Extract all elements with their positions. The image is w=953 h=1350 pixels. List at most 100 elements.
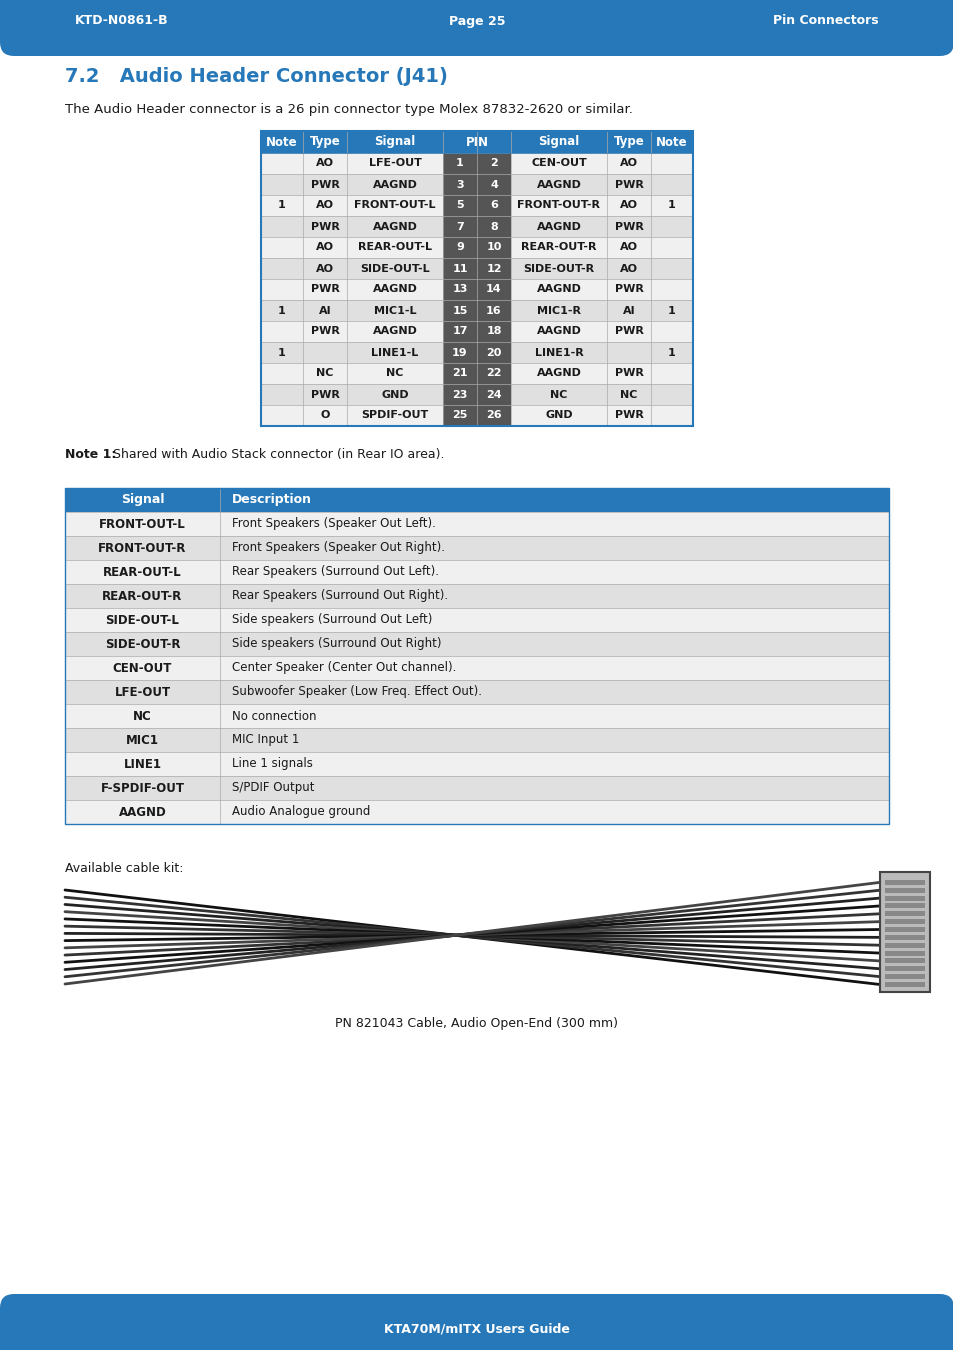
Text: 14: 14 <box>486 285 501 294</box>
Bar <box>442 321 511 342</box>
Bar <box>442 405 511 427</box>
Bar <box>261 279 442 300</box>
Text: NC: NC <box>619 390 637 400</box>
Text: SIDE-OUT-L: SIDE-OUT-L <box>106 613 179 626</box>
Bar <box>884 958 924 964</box>
Bar <box>65 632 888 656</box>
Bar <box>261 131 692 427</box>
Text: AAGND: AAGND <box>536 180 580 189</box>
Text: REAR-OUT-R: REAR-OUT-R <box>520 243 597 252</box>
Bar <box>261 363 442 383</box>
Text: KTD-N0861-B: KTD-N0861-B <box>75 15 169 27</box>
Bar <box>884 934 924 940</box>
Text: F-SPDIF-OUT: F-SPDIF-OUT <box>100 782 184 795</box>
Text: MIC Input 1: MIC Input 1 <box>232 733 299 747</box>
Text: 16: 16 <box>486 305 501 316</box>
Text: Rear Speakers (Surround Out Right).: Rear Speakers (Surround Out Right). <box>232 590 448 602</box>
Bar <box>65 560 888 585</box>
Bar <box>442 174 511 194</box>
Text: AAGND: AAGND <box>373 180 417 189</box>
Text: 12: 12 <box>486 263 501 274</box>
Text: Type: Type <box>310 135 340 148</box>
Text: FRONT-OUT-R: FRONT-OUT-R <box>517 201 599 211</box>
Bar <box>511 279 692 300</box>
Bar <box>442 194 511 216</box>
Text: REAR-OUT-R: REAR-OUT-R <box>102 590 182 602</box>
Text: PWR: PWR <box>311 327 339 336</box>
Text: FRONT-OUT-L: FRONT-OUT-L <box>354 201 436 211</box>
Bar <box>442 258 511 279</box>
Text: Note: Note <box>266 135 297 148</box>
Bar <box>511 238 692 258</box>
Text: PWR: PWR <box>311 180 339 189</box>
Text: S/PDIF Output: S/PDIF Output <box>232 782 314 795</box>
Text: Signal: Signal <box>374 135 416 148</box>
Text: Line 1 signals: Line 1 signals <box>232 757 313 771</box>
Bar <box>511 216 692 238</box>
Text: REAR-OUT-L: REAR-OUT-L <box>357 243 432 252</box>
FancyBboxPatch shape <box>0 1295 953 1350</box>
Text: 15: 15 <box>452 305 467 316</box>
Text: 19: 19 <box>452 347 467 358</box>
Bar <box>442 279 511 300</box>
Text: AO: AO <box>619 158 638 169</box>
Text: 21: 21 <box>452 369 467 378</box>
Text: AO: AO <box>315 263 334 274</box>
Text: 11: 11 <box>452 263 467 274</box>
Text: Available cable kit:: Available cable kit: <box>65 863 183 875</box>
Text: 25: 25 <box>452 410 467 420</box>
Text: SIDE-OUT-L: SIDE-OUT-L <box>360 263 430 274</box>
Text: Side speakers (Surround Out Left): Side speakers (Surround Out Left) <box>232 613 432 626</box>
Text: 1: 1 <box>667 201 675 211</box>
Text: AO: AO <box>619 263 638 274</box>
Bar <box>442 383 511 405</box>
Bar <box>65 728 888 752</box>
Text: LFE-OUT: LFE-OUT <box>368 158 421 169</box>
Text: NC: NC <box>386 369 403 378</box>
Text: Note: Note <box>656 135 687 148</box>
Text: GND: GND <box>544 410 572 420</box>
Bar <box>261 258 442 279</box>
Bar <box>261 131 692 153</box>
Bar <box>511 300 692 321</box>
Bar <box>0 22 953 42</box>
Bar <box>884 942 924 948</box>
Bar <box>442 216 511 238</box>
Text: Type: Type <box>613 135 643 148</box>
Text: GND: GND <box>381 390 409 400</box>
Text: 24: 24 <box>486 390 501 400</box>
Text: 20: 20 <box>486 347 501 358</box>
Text: Audio Analogue ground: Audio Analogue ground <box>232 806 370 818</box>
Text: Front Speakers (Speaker Out Right).: Front Speakers (Speaker Out Right). <box>232 541 444 555</box>
Bar <box>442 363 511 383</box>
Text: 3: 3 <box>456 180 463 189</box>
Text: 23: 23 <box>452 390 467 400</box>
Text: Pin Connectors: Pin Connectors <box>773 15 878 27</box>
Text: 17: 17 <box>452 327 467 336</box>
Bar <box>884 880 924 884</box>
Text: PWR: PWR <box>311 285 339 294</box>
Text: LINE1: LINE1 <box>123 757 161 771</box>
Bar <box>65 487 888 512</box>
Text: Description: Description <box>232 494 312 506</box>
Text: Subwoofer Speaker (Low Freq. Effect Out).: Subwoofer Speaker (Low Freq. Effect Out)… <box>232 686 481 698</box>
Text: 1: 1 <box>278 305 286 316</box>
Bar <box>511 321 692 342</box>
Bar <box>884 919 924 925</box>
Bar <box>879 872 929 992</box>
Bar <box>511 258 692 279</box>
Text: MIC1-R: MIC1-R <box>537 305 580 316</box>
Bar <box>65 752 888 776</box>
Text: AI: AI <box>622 305 635 316</box>
Bar <box>261 153 442 174</box>
Bar <box>261 174 442 194</box>
Text: PWR: PWR <box>311 390 339 400</box>
Bar <box>0 0 953 42</box>
Text: AAGND: AAGND <box>373 221 417 231</box>
Text: PWR: PWR <box>614 221 642 231</box>
Bar <box>65 536 888 560</box>
Text: PN 821043 Cable, Audio Open-End (300 mm): PN 821043 Cable, Audio Open-End (300 mm) <box>335 1017 618 1030</box>
Bar <box>511 153 692 174</box>
Text: 2: 2 <box>490 158 497 169</box>
Text: 1: 1 <box>667 347 675 358</box>
